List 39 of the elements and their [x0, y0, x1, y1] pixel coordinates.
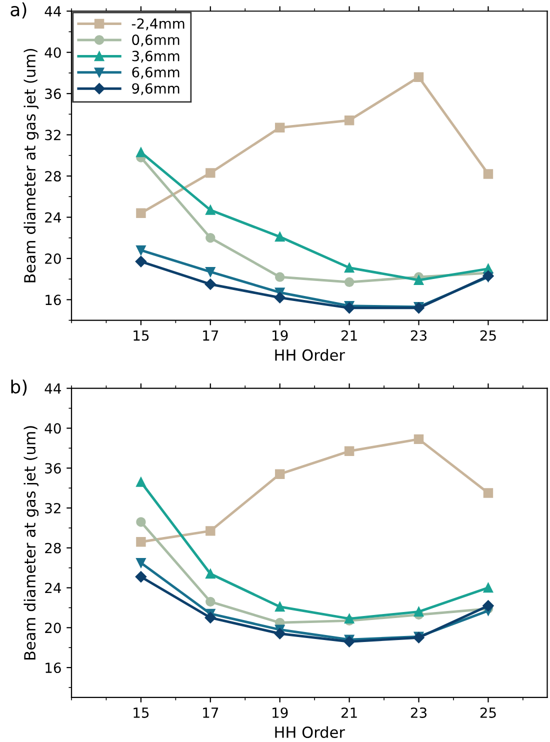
x-tick-label: 21	[341, 707, 357, 718]
y-tick-label: 40	[44, 47, 61, 58]
y-tick-label: 36	[45, 88, 61, 100]
y-tick-label: 16	[46, 662, 61, 674]
x-tick-label: 19	[272, 707, 288, 718]
y-tick-label: 16	[46, 294, 61, 306]
x-axis-title: HH Order	[275, 349, 345, 361]
x-tick-label: 17	[203, 708, 218, 718]
legend-label: 6,6mm	[132, 66, 180, 79]
x-tick-label: 25	[480, 330, 496, 341]
y-tick-label: 24	[45, 582, 61, 594]
y-tick-label: 44	[44, 6, 61, 16]
y-axis-title: Beam diameter at gas jet (um)	[24, 426, 39, 660]
y-tick-label: 20	[45, 253, 61, 264]
x-tick-label: 23	[410, 707, 426, 718]
x-tick-label: 21	[341, 330, 357, 341]
y-tick-label: 28	[45, 542, 61, 554]
x-axis-title: HH Order	[275, 726, 345, 738]
legend-label: 0,6mm	[132, 34, 180, 46]
y-tick-label: 24	[45, 212, 61, 223]
legend-label: 3,6mm	[132, 50, 180, 63]
x-tick-label: 23	[410, 330, 426, 341]
chart-title: a)	[10, 2, 26, 18]
legend-label: -2,4mm	[132, 18, 184, 30]
y-tick-label: 44	[44, 383, 61, 394]
y-tick-label: 28	[45, 170, 61, 182]
chart-title: b)	[11, 380, 27, 396]
y-axis-title: Beam diameter at gas jet (um)	[24, 48, 39, 282]
y-tick-label: 32	[45, 502, 60, 514]
x-tick-label: 15	[134, 708, 149, 718]
x-tick-label: 15	[134, 330, 149, 341]
x-tick-label: 19	[272, 330, 288, 341]
x-tick-label: 25	[480, 707, 496, 718]
y-tick-label: 32	[45, 130, 60, 140]
y-tick-label: 20	[45, 622, 61, 634]
y-tick-label: 40	[44, 423, 61, 434]
legend-label: 9,6mm	[132, 83, 180, 96]
x-tick-label: 17	[203, 330, 218, 341]
y-tick-label: 36	[45, 463, 61, 474]
